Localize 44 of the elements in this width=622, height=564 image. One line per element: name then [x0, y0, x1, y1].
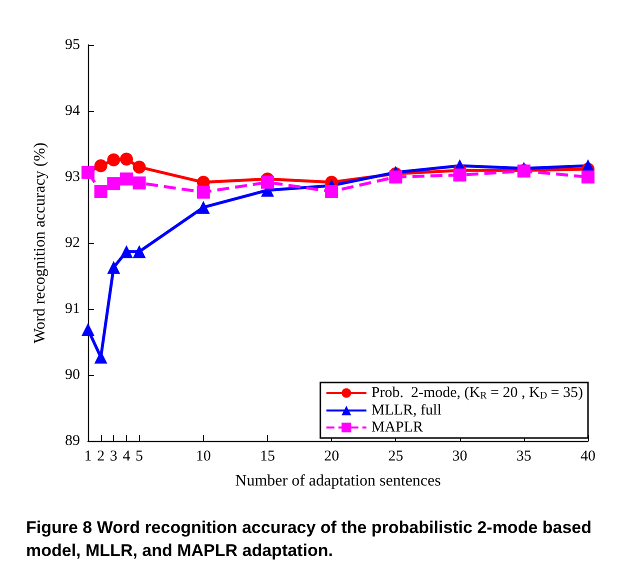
point [107, 260, 120, 274]
point [120, 245, 133, 258]
point [107, 177, 120, 190]
point [132, 160, 146, 174]
legend-label: MAPLR [371, 420, 424, 436]
x-tick-label: 2 [97, 448, 105, 464]
point [94, 185, 108, 198]
point [582, 170, 594, 184]
x-tick-label: 5 [136, 448, 144, 464]
x-tick-label: 15 [260, 448, 275, 464]
point [260, 176, 274, 189]
x-tick-label: 3 [110, 448, 118, 464]
y-axis-title: Word recognition accuracy (%) [32, 142, 48, 344]
y-tick-label: 94 [65, 103, 80, 119]
point [325, 185, 338, 198]
point [132, 245, 146, 258]
y-tick-label: 89 [65, 433, 80, 449]
x-tick-label: 4 [122, 448, 131, 464]
x-tick-label: 25 [388, 448, 404, 464]
x-tick-label: 20 [324, 448, 340, 464]
point [389, 170, 402, 184]
x-tick-label: 10 [196, 448, 211, 464]
x-tick-label: 40 [580, 448, 596, 464]
x-tick-label: 35 [516, 448, 532, 464]
point [453, 168, 466, 182]
point [132, 176, 146, 190]
y-tick-label: 91 [65, 301, 80, 317]
point [107, 153, 120, 166]
point [94, 159, 108, 172]
legend-label: MLLR, full [371, 402, 442, 418]
caption: Figure 8 Word recognition accuracy of the probabilistic 2-mode based model, MLLR, and MAPLR adaptation. [26, 518, 596, 560]
x-tick-label: 30 [452, 448, 468, 464]
point [82, 322, 94, 336]
point [120, 152, 133, 166]
point [196, 200, 210, 214]
x-tick-label: 1 [84, 448, 92, 464]
y-tick-label: 92 [65, 235, 80, 251]
y-tick-label: 90 [65, 367, 80, 383]
point [196, 186, 210, 199]
point [94, 350, 108, 364]
y-tick-label: 95 [65, 37, 80, 53]
y-tick-label: 93 [65, 169, 80, 185]
x-axis-title: Number of adaptation sentences [235, 472, 441, 490]
point [120, 172, 133, 186]
